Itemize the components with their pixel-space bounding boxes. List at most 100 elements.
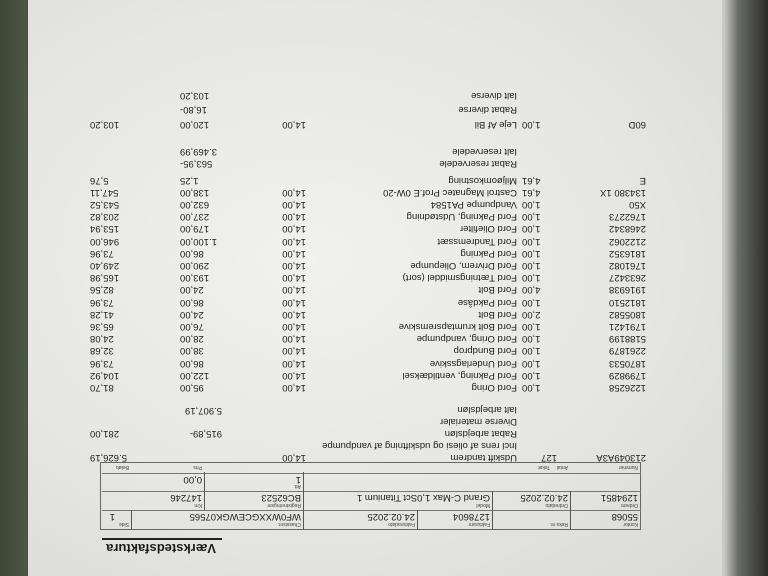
item-pris: 237,00 bbox=[180, 211, 210, 223]
item-pris: 86,00 bbox=[180, 296, 204, 308]
side-value: 1 bbox=[109, 511, 115, 522]
item-tekst: Ford Underlagsskive bbox=[429, 357, 517, 369]
item-belob: 165,98 bbox=[90, 272, 120, 284]
labor-tekst: Udskift tandrem bbox=[450, 452, 517, 463]
item-nummer: E bbox=[639, 174, 646, 186]
labor-diverse-label: Diverse materialer bbox=[439, 416, 517, 427]
divider bbox=[492, 491, 493, 530]
item-pris: 122,00 bbox=[180, 369, 210, 381]
item-rabat: 14,00 bbox=[282, 272, 306, 284]
item-belob: 153,94 bbox=[90, 223, 120, 235]
item-tekst: Ford Oliefilter bbox=[459, 223, 517, 235]
item-pris: 24,00 bbox=[180, 284, 204, 296]
item-pris: 632,00 bbox=[180, 199, 210, 210]
rabat-value: 0,00 bbox=[183, 474, 203, 485]
item-pris: 86,00 bbox=[180, 357, 204, 369]
item-pris: 38,00 bbox=[180, 345, 204, 357]
item-antal: 1,00 bbox=[522, 345, 541, 357]
divider bbox=[204, 472, 205, 510]
item-pris: 193,00 bbox=[180, 272, 210, 284]
labor-rabat: 14,00 bbox=[282, 452, 306, 463]
item-tekst: Ford Bolt bbox=[478, 308, 517, 320]
item-rabat: 14,00 bbox=[282, 382, 306, 393]
item-tekst: Ford Pakning bbox=[460, 247, 517, 259]
item-nummer: 1870533 bbox=[609, 357, 646, 369]
item-tekst: Ford Pakning, ventildæksel bbox=[402, 369, 517, 381]
item-nummer: 2468342 bbox=[609, 223, 646, 235]
item-belob: 73,96 bbox=[90, 357, 114, 369]
parts-total: 3.469,99 bbox=[180, 146, 217, 157]
diverse-pris: 120,00 bbox=[180, 119, 210, 130]
item-nummer: X50 bbox=[629, 199, 646, 210]
item-belob: 249,40 bbox=[90, 260, 120, 271]
item-belob: 73,96 bbox=[90, 296, 114, 308]
item-tekst: Castrol Magnatec Prof.E 0W-20 bbox=[383, 186, 517, 198]
diverse-rabat-label: Rabat diverse bbox=[458, 104, 517, 115]
invoice-title: Værkstedsfaktura bbox=[106, 541, 216, 556]
item-pris: 138,00 bbox=[180, 186, 210, 198]
diverse-antal: 1,00 bbox=[522, 119, 541, 130]
item-antal: 4,61 bbox=[522, 174, 541, 186]
chassisnr-value: WF0WXXGCEWGK07565 bbox=[189, 511, 301, 522]
item-belob: 73,96 bbox=[90, 247, 114, 259]
item-rabat: 14,00 bbox=[282, 235, 306, 247]
item-belob: 946,00 bbox=[90, 235, 120, 247]
item-rabat: 14,00 bbox=[282, 260, 306, 271]
item-tekst: Vandpumpe PA1584 bbox=[430, 199, 517, 210]
item-pris: 179,00 bbox=[180, 223, 210, 235]
item-belob: 65,36 bbox=[90, 321, 114, 332]
item-antal: 1,00 bbox=[522, 333, 541, 345]
item-belob: 41,28 bbox=[90, 308, 114, 320]
diverse-total: 103,20 bbox=[180, 90, 210, 101]
item-belob: 81,70 bbox=[90, 382, 114, 393]
item-antal: 1,00 bbox=[522, 211, 541, 223]
item-belob: 32,68 bbox=[90, 345, 114, 357]
item-rabat: 14,00 bbox=[282, 296, 306, 308]
labor-diverse-value: 281,00 bbox=[90, 428, 120, 439]
item-antal: 2,00 bbox=[522, 308, 541, 320]
item-nummer: 1761082 bbox=[609, 260, 646, 271]
regnr-value: BC62523 bbox=[261, 492, 301, 503]
item-antal: 1,00 bbox=[522, 357, 541, 369]
item-belob: 104,92 bbox=[90, 369, 120, 381]
item-pris: 86,00 bbox=[180, 247, 204, 259]
model-value: Grand C-Max 1,0Sct Titanium 1 bbox=[356, 492, 490, 503]
diverse-tekst: Leje Af Bil bbox=[474, 119, 517, 130]
divider bbox=[131, 510, 132, 530]
item-antal: 1,00 bbox=[522, 369, 541, 381]
labor-belob: 5.626,19 bbox=[90, 452, 127, 463]
item-rabat: 14,00 bbox=[282, 247, 306, 259]
item-antal: 1,00 bbox=[522, 382, 541, 393]
item-pris: 28,00 bbox=[180, 333, 204, 345]
item-rabat: 14,00 bbox=[282, 321, 306, 332]
item-antal: 1,00 bbox=[522, 199, 541, 210]
item-belob: 24,08 bbox=[90, 333, 114, 345]
item-pris: 1.100,00 bbox=[180, 235, 217, 247]
item-nummer: 1916938 bbox=[609, 284, 646, 296]
item-nummer: 2122062 bbox=[609, 235, 646, 247]
item-rabat: 14,00 bbox=[282, 333, 306, 345]
item-nummer: 2633427 bbox=[609, 272, 646, 284]
item-belob: 203,82 bbox=[90, 211, 120, 223]
item-antal: 1,00 bbox=[522, 223, 541, 235]
att-value: 1 bbox=[295, 474, 301, 485]
item-rabat: 14,00 bbox=[282, 308, 306, 320]
diverse-nummer: 60D bbox=[628, 119, 646, 130]
item-tekst: Ford Drivrem, Oliepumpe bbox=[410, 260, 517, 271]
item-rabat: 14,00 bbox=[282, 369, 306, 381]
item-rabat: 14,00 bbox=[282, 357, 306, 369]
item-tekst: Ford Bolt bbox=[478, 284, 517, 296]
item-nummer: 2261879 bbox=[609, 345, 646, 357]
item-rabat: 14,00 bbox=[282, 223, 306, 235]
labor-antal: 127 bbox=[541, 452, 557, 463]
item-pris: 95,00 bbox=[180, 382, 204, 393]
col-antal: Antal bbox=[556, 464, 568, 470]
diverse-rabat: 14,00 bbox=[282, 119, 306, 130]
item-antal: 1,00 bbox=[522, 235, 541, 247]
labor-total-label: Ialt arbejdsløn bbox=[457, 404, 517, 415]
km-value: 147246 bbox=[170, 492, 202, 503]
item-tekst: Ford Bundprop bbox=[453, 345, 517, 357]
item-antal: 4,00 bbox=[522, 284, 541, 296]
labor-nummer: 213049A3A bbox=[596, 452, 646, 463]
